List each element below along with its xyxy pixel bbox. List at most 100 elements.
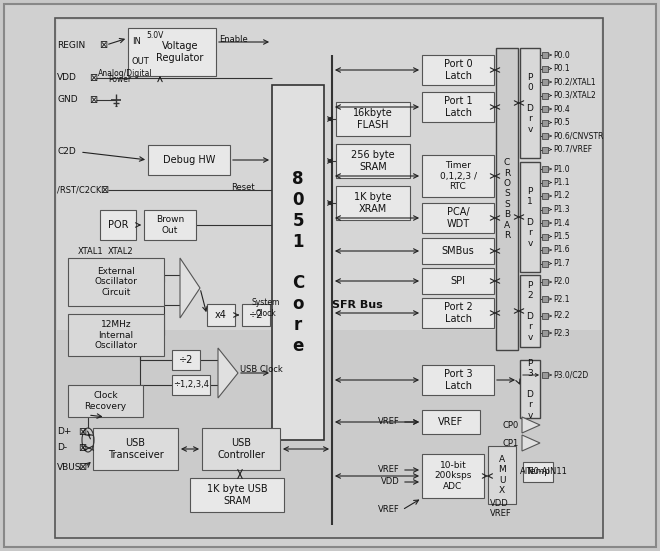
Bar bbox=[422, 410, 480, 434]
Text: P1.2: P1.2 bbox=[553, 192, 570, 201]
Text: D+: D+ bbox=[57, 428, 71, 436]
Polygon shape bbox=[218, 348, 238, 398]
Text: P0.6/CNVSTR: P0.6/CNVSTR bbox=[553, 132, 603, 141]
Bar bbox=[422, 298, 494, 328]
Bar bbox=[520, 360, 540, 418]
Bar bbox=[172, 375, 210, 395]
Bar bbox=[542, 234, 548, 240]
Text: Brown
Out: Brown Out bbox=[156, 215, 184, 235]
Bar bbox=[542, 247, 548, 253]
Text: REGIN: REGIN bbox=[57, 41, 85, 50]
Text: VREF: VREF bbox=[438, 417, 463, 427]
Text: /RST/C2CK: /RST/C2CK bbox=[57, 186, 102, 195]
Text: P
0

D
r
v: P 0 D r v bbox=[527, 73, 533, 133]
Bar bbox=[190, 478, 284, 512]
Text: 12MHz
Internal
Oscillator: 12MHz Internal Oscillator bbox=[94, 320, 137, 350]
Bar bbox=[422, 238, 494, 264]
Polygon shape bbox=[522, 417, 540, 433]
Bar bbox=[542, 220, 548, 226]
Bar bbox=[422, 55, 494, 85]
Text: System
Clock: System Clock bbox=[252, 298, 280, 318]
Text: CP1: CP1 bbox=[503, 439, 519, 447]
Text: Clock
Recovery: Clock Recovery bbox=[84, 391, 127, 410]
Bar bbox=[272, 85, 324, 440]
Bar bbox=[172, 350, 200, 370]
Text: P1.6: P1.6 bbox=[553, 246, 570, 255]
Text: 1K byte
XRAM: 1K byte XRAM bbox=[354, 192, 392, 214]
Text: VREF: VREF bbox=[490, 510, 512, 518]
Text: 5.0V: 5.0V bbox=[146, 30, 164, 40]
Bar bbox=[128, 28, 216, 76]
Bar bbox=[68, 314, 164, 356]
Bar bbox=[523, 462, 553, 482]
Text: Timer
0,1,2,3 /
RTC: Timer 0,1,2,3 / RTC bbox=[440, 161, 477, 191]
Bar bbox=[207, 304, 235, 326]
Text: Port 2
Latch: Port 2 Latch bbox=[444, 302, 473, 324]
Text: Power: Power bbox=[108, 75, 131, 84]
Bar bbox=[100, 210, 136, 240]
Bar bbox=[336, 144, 410, 178]
Bar bbox=[542, 313, 548, 319]
Text: P0.2/XTAL1: P0.2/XTAL1 bbox=[553, 78, 595, 87]
Text: x4: x4 bbox=[215, 310, 227, 320]
Text: USB
Controller: USB Controller bbox=[217, 438, 265, 460]
Text: P
3

D
r
v: P 3 D r v bbox=[527, 359, 533, 419]
Text: P1.4: P1.4 bbox=[553, 219, 570, 228]
Polygon shape bbox=[522, 435, 540, 451]
Text: XTAL2: XTAL2 bbox=[108, 247, 133, 257]
Bar bbox=[542, 207, 548, 213]
Text: PCA/
WDT: PCA/ WDT bbox=[446, 207, 469, 229]
Text: CP0: CP0 bbox=[503, 420, 519, 429]
Text: P1.0: P1.0 bbox=[553, 165, 570, 174]
Text: VDD: VDD bbox=[490, 499, 509, 507]
Text: Enable: Enable bbox=[219, 35, 248, 45]
Bar bbox=[520, 48, 540, 158]
Text: P
1

D
r
v: P 1 D r v bbox=[527, 186, 533, 247]
Text: GND: GND bbox=[57, 95, 78, 105]
Bar bbox=[542, 106, 548, 112]
Text: D-: D- bbox=[57, 444, 67, 452]
Bar bbox=[336, 186, 410, 220]
Text: 16kbyte
FLASH: 16kbyte FLASH bbox=[353, 108, 393, 130]
Text: 256 byte
SRAM: 256 byte SRAM bbox=[351, 150, 395, 172]
Text: Debug HW: Debug HW bbox=[163, 155, 215, 165]
Bar bbox=[488, 446, 516, 504]
Text: P0.3/XTAL2: P0.3/XTAL2 bbox=[553, 91, 596, 100]
Text: P2.3: P2.3 bbox=[553, 328, 570, 338]
Text: P2.0: P2.0 bbox=[553, 278, 570, 287]
Bar bbox=[336, 102, 410, 136]
Text: 10-bit
200ksps
ADC: 10-bit 200ksps ADC bbox=[434, 461, 472, 491]
Text: Port 0
Latch: Port 0 Latch bbox=[444, 59, 473, 81]
Polygon shape bbox=[180, 258, 200, 318]
Bar bbox=[520, 162, 540, 272]
Text: P0.7/VREF: P0.7/VREF bbox=[553, 145, 592, 154]
Bar bbox=[422, 203, 494, 233]
Text: VREF: VREF bbox=[378, 505, 400, 515]
Text: P0.0: P0.0 bbox=[553, 51, 570, 60]
Text: C2D: C2D bbox=[57, 148, 76, 156]
Text: P1.3: P1.3 bbox=[553, 205, 570, 214]
Bar bbox=[542, 279, 548, 285]
Text: ⊠: ⊠ bbox=[78, 427, 86, 437]
Bar bbox=[148, 145, 230, 175]
Text: VDD: VDD bbox=[381, 478, 400, 487]
Text: 8
0
5
1

C
o
r
e: 8 0 5 1 C o r e bbox=[292, 170, 304, 355]
Text: ÷1,2,3,4: ÷1,2,3,4 bbox=[173, 381, 209, 390]
Bar bbox=[202, 428, 280, 470]
Bar bbox=[68, 258, 164, 306]
Bar bbox=[542, 372, 548, 378]
Text: AIN0-AIN11: AIN0-AIN11 bbox=[520, 467, 568, 477]
Text: Reset: Reset bbox=[232, 182, 255, 192]
Text: ⊠: ⊠ bbox=[78, 443, 86, 453]
Text: External
Oscillator
Circuit: External Oscillator Circuit bbox=[94, 267, 137, 297]
Text: XTAL1: XTAL1 bbox=[78, 247, 104, 257]
Text: ⊠: ⊠ bbox=[100, 185, 108, 195]
Bar bbox=[542, 93, 548, 99]
Bar bbox=[542, 52, 548, 58]
Text: SMBus: SMBus bbox=[442, 246, 475, 256]
Bar bbox=[542, 66, 548, 72]
Bar bbox=[542, 120, 548, 126]
Bar bbox=[144, 210, 196, 240]
Bar bbox=[542, 79, 548, 85]
Text: USB
Transceiver: USB Transceiver bbox=[108, 438, 164, 460]
